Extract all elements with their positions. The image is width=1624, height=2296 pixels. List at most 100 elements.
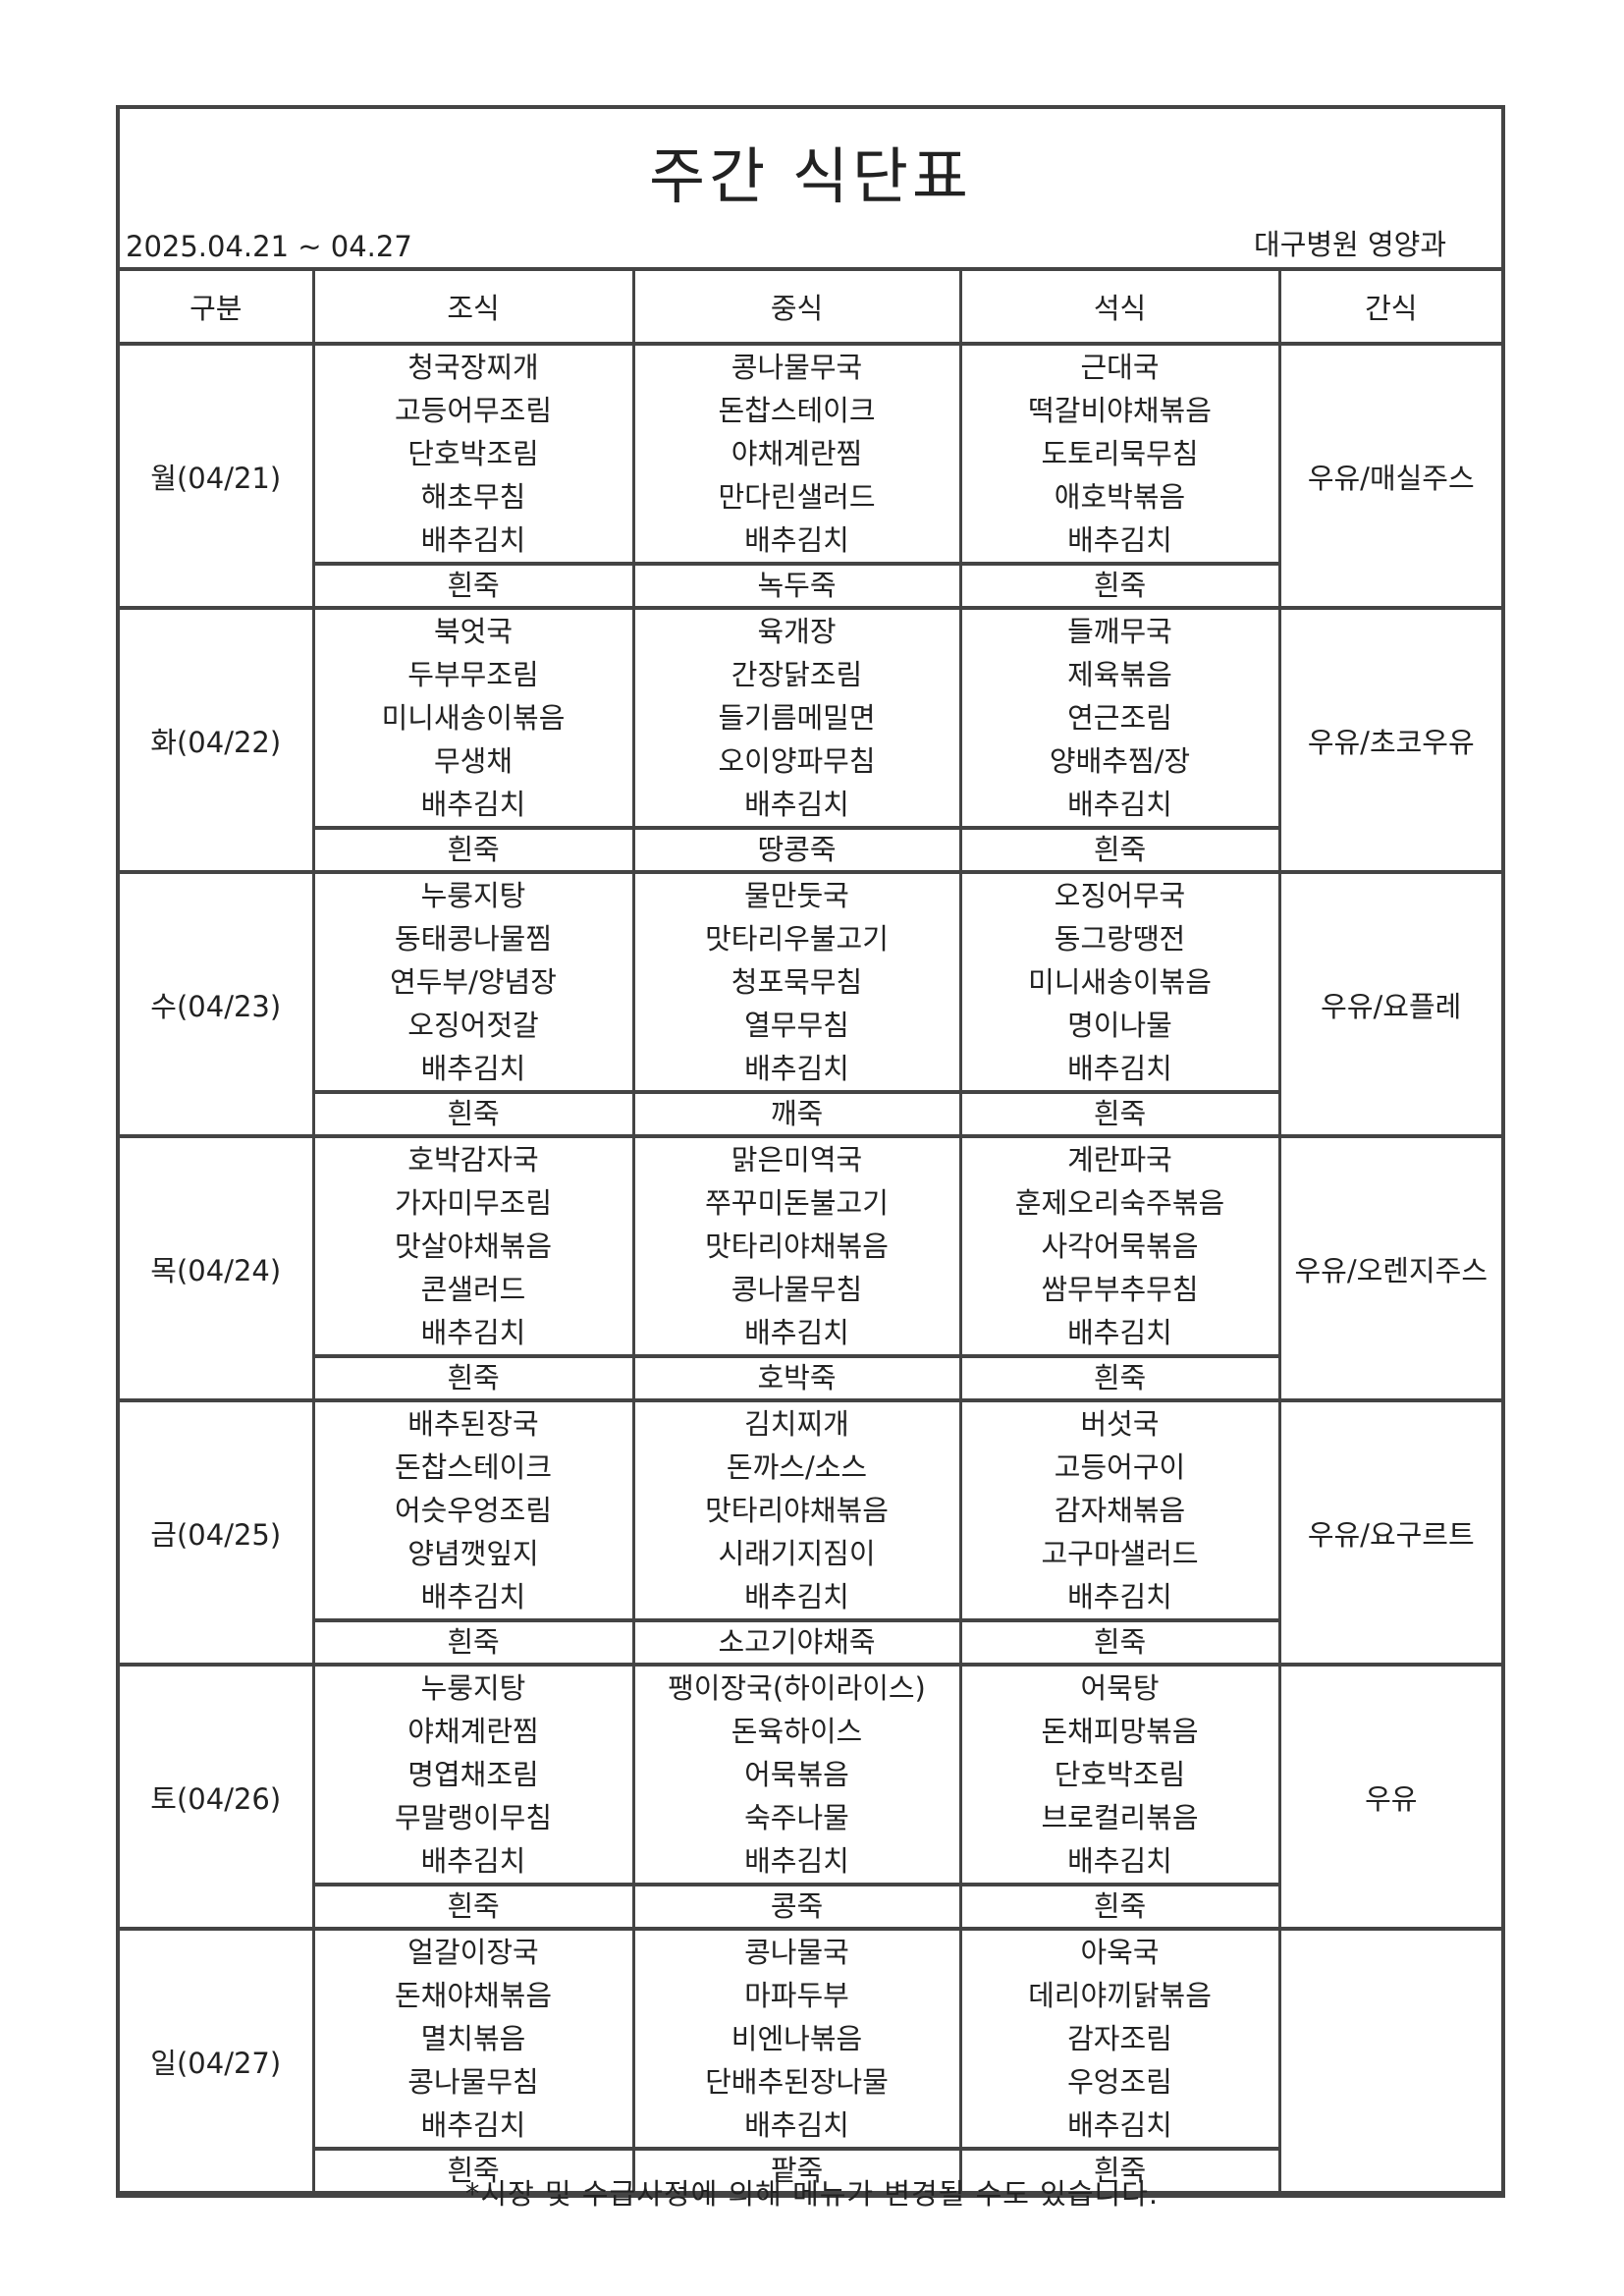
menu-item: 간장닭조림 <box>731 658 863 691</box>
menu-item: 오징어무국 <box>1054 879 1186 912</box>
snack-cell: 우유 <box>1277 1663 1501 1931</box>
header-dinner: 석식 <box>958 271 1281 346</box>
menu-item: 배추김치 <box>420 1580 526 1613</box>
day-row: 일(04/27) 얼갈이장국 돈채야채볶음 멸치볶음 콩나물무침 배추김치 콩나물국 마파두부… <box>120 1927 1501 2194</box>
menu-item: 배추김치 <box>744 523 849 557</box>
porridge-item: 호박죽 <box>631 1354 962 1402</box>
menu-item: 어묵탕 <box>1080 1671 1160 1705</box>
porridge-row: 흰죽 콩죽 흰죽 <box>120 1883 1501 1931</box>
menu-item: 들기름메밀면 <box>718 701 876 735</box>
menu-item: 물만둣국 <box>744 879 849 912</box>
porridge-item: 흰죽 <box>311 1883 635 1931</box>
menu-item: 배추김치 <box>420 523 526 557</box>
menu-item: 명이나물 <box>1067 1009 1172 1042</box>
breakfast-cell: 얼갈이장국 돈채야채볶음 멸치볶음 콩나물무침 배추김치 <box>311 1927 635 2151</box>
menu-item: 단배추된장나물 <box>705 2065 889 2099</box>
dinner-cell: 오징어무국 동그랑땡전 미니새송이볶음 명이나물 배추김치 <box>958 870 1281 1094</box>
day-row: 월(04/21) 청국장찌개 고등어무조림 단호박조림 해초무침 배추김치 콩나물무국 돈찹스… <box>120 342 1501 610</box>
menu-item: 무생채 <box>433 744 514 778</box>
menu-item: 오이양파무침 <box>718 744 876 778</box>
day-label: 목(04/24) <box>120 1134 315 1402</box>
menu-item: 콩나물무침 <box>407 2065 539 2099</box>
breakfast-cell: 호박감자국 가자미무조림 맛살야채볶음 콘샐러드 배추김치 <box>311 1134 635 1358</box>
menu-item: 콩나물무침 <box>731 1273 863 1306</box>
porridge-item: 흰죽 <box>311 562 635 610</box>
menu-item: 김치찌개 <box>744 1407 849 1441</box>
menu-item: 두부무조림 <box>407 658 539 691</box>
menu-item: 콩나물무국 <box>731 351 863 384</box>
menu-item: 우엉조림 <box>1067 2065 1172 2099</box>
snack-cell: 우유/요플레 <box>1277 870 1501 1138</box>
menu-item: 배추김치 <box>1067 2108 1172 2142</box>
menu-item: 배추김치 <box>744 2108 849 2142</box>
menu-item: 돈찹스테이크 <box>718 394 876 427</box>
porridge-item: 흰죽 <box>958 1090 1281 1138</box>
menu-item: 단호박조림 <box>407 437 539 470</box>
porridge-item: 흰죽 <box>311 2147 635 2194</box>
dinner-cell: 계란파국 훈제오리숙주볶음 사각어묵볶음 쌈무부추무침 배추김치 <box>958 1134 1281 1358</box>
menu-item: 열무무침 <box>744 1009 849 1042</box>
porridge-item: 흰죽 <box>958 826 1281 874</box>
menu-item: 배추김치 <box>1067 788 1172 821</box>
header-lunch: 중식 <box>631 271 962 346</box>
menu-item: 어슷우엉조림 <box>394 1494 553 1527</box>
porridge-row: 흰죽 깨죽 흰죽 <box>120 1090 1501 1138</box>
porridge-item: 흰죽 <box>958 2147 1281 2194</box>
title-area: 주간 식단표 2025.04.21 ~ 04.27 대구병원 영양과 <box>120 109 1501 271</box>
dinner-cell: 근대국 떡갈비야채볶음 도토리묵무침 애호박볶음 배추김치 <box>958 342 1281 566</box>
header-category: 구분 <box>120 271 315 346</box>
menu-item: 북엇국 <box>433 615 514 648</box>
menu-item: 명엽채조림 <box>407 1758 539 1791</box>
menu-item: 콩나물국 <box>744 1936 849 1969</box>
menu-item: 훈제오리숙주볶음 <box>1014 1186 1225 1220</box>
menu-item: 무말랭이무침 <box>394 1801 553 1834</box>
porridge-item: 흰죽 <box>311 1354 635 1402</box>
dinner-cell: 버섯국 고등어구이 감자채볶음 고구마샐러드 배추김치 <box>958 1398 1281 1622</box>
menu-item: 시래기지짐이 <box>718 1537 876 1570</box>
breakfast-cell: 북엇국 두부무조림 미니새송이볶음 무생채 배추김치 <box>311 606 635 830</box>
menu-item: 배추김치 <box>744 1580 849 1613</box>
menu-item: 비엔나볶음 <box>731 2022 863 2055</box>
header-row: 구분 조식 중식 석식 간식 <box>120 271 1501 346</box>
menu-item: 버섯국 <box>1080 1407 1160 1441</box>
breakfast-cell: 배추된장국 돈찹스테이크 어슷우엉조림 양념깻잎지 배추김치 <box>311 1398 635 1622</box>
menu-item: 배추김치 <box>1067 523 1172 557</box>
menu-item: 팽이장국(하이라이스) <box>668 1671 926 1705</box>
menu-item: 배추김치 <box>420 2108 526 2142</box>
menu-item: 만다린샐러드 <box>718 480 876 514</box>
menu-item: 감자채볶음 <box>1054 1494 1186 1527</box>
lunch-cell: 육개장 간장닭조림 들기름메밀면 오이양파무침 배추김치 <box>631 606 962 830</box>
porridge-item: 흰죽 <box>311 826 635 874</box>
date-range: 2025.04.21 ~ 04.27 <box>126 230 412 263</box>
snack-cell: 우유/초코우유 <box>1277 606 1501 874</box>
menu-item: 사각어묵볶음 <box>1041 1230 1199 1263</box>
day-label: 화(04/22) <box>120 606 315 874</box>
menu-item: 맛타리야채볶음 <box>705 1230 889 1263</box>
organization-name: 대구병원 영양과 <box>1254 228 1446 261</box>
lunch-cell: 물만둣국 맛타리우불고기 청포묵무침 열무무침 배추김치 <box>631 870 962 1094</box>
lunch-cell: 팽이장국(하이라이스) 돈육하이스 어묵볶음 숙주나물 배추김치 <box>631 1663 962 1886</box>
menu-item: 떡갈비야채볶음 <box>1028 394 1212 427</box>
header-snack: 간식 <box>1277 271 1501 346</box>
porridge-item: 흰죽 <box>311 1090 635 1138</box>
porridge-row: 흰죽 녹두죽 흰죽 <box>120 562 1501 610</box>
porridge-row: 흰죽 팥죽 흰죽 <box>120 2147 1501 2194</box>
breakfast-cell: 누룽지탕 야채계란찜 명엽채조림 무말랭이무침 배추김치 <box>311 1663 635 1886</box>
menu-item: 배추김치 <box>744 1052 849 1085</box>
day-label: 일(04/27) <box>120 1927 315 2194</box>
menu-item: 양배추찜/장 <box>1049 744 1191 778</box>
dinner-cell: 어묵탕 돈채피망볶음 단호박조림 브로컬리볶음 배추김치 <box>958 1663 1281 1886</box>
menu-item: 미니새송이볶음 <box>381 701 566 735</box>
menu-item: 들깨무국 <box>1067 615 1172 648</box>
menu-item: 오징어젓갈 <box>407 1009 539 1042</box>
menu-item: 배추김치 <box>1067 1844 1172 1878</box>
menu-item: 도토리묵무침 <box>1041 437 1199 470</box>
porridge-item: 흰죽 <box>958 1618 1281 1667</box>
snack-cell <box>1277 1927 1501 2194</box>
lunch-cell: 맑은미역국 쭈꾸미돈불고기 맛타리야채볶음 콩나물무침 배추김치 <box>631 1134 962 1358</box>
menu-item: 계란파국 <box>1067 1143 1172 1176</box>
weekly-menu-sheet: 주간 식단표 2025.04.21 ~ 04.27 대구병원 영양과 구분 조식… <box>116 105 1505 2198</box>
menu-item: 맑은미역국 <box>731 1143 863 1176</box>
menu-item: 감자조림 <box>1067 2022 1172 2055</box>
menu-item: 콘샐러드 <box>420 1273 526 1306</box>
